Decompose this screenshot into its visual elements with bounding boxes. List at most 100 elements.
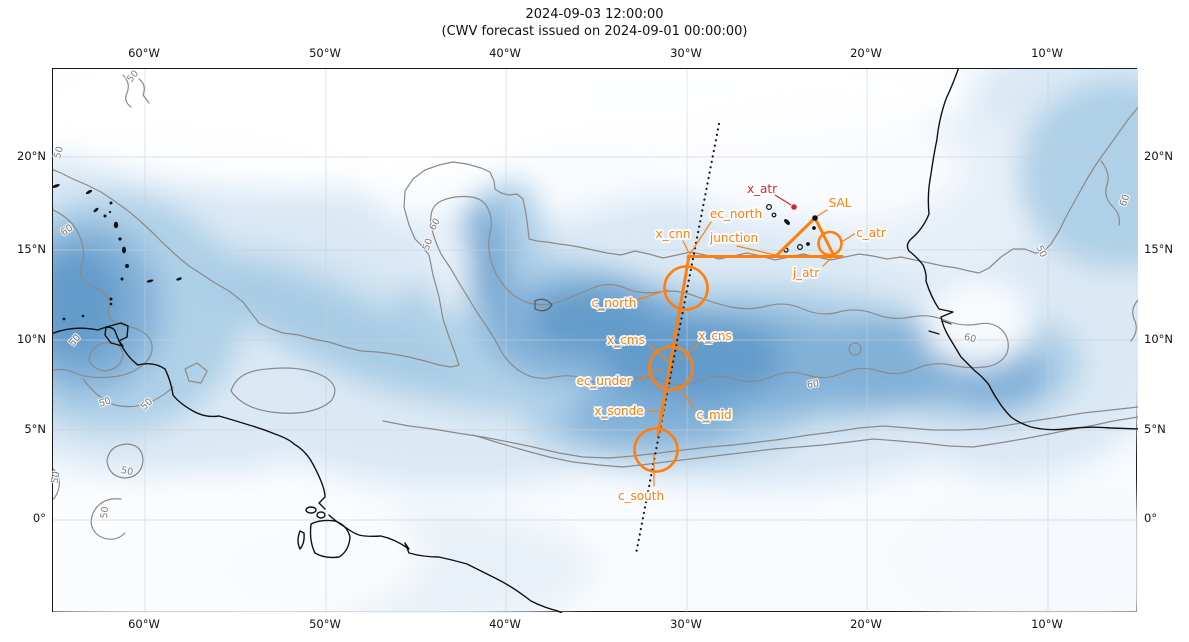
tick-right-10n: 10°N — [1144, 332, 1173, 346]
waypoint-label-junction: junction — [709, 231, 759, 245]
waypoint-label-c-south: c_south — [617, 489, 665, 503]
tick-bottom-40w: 40°W — [489, 617, 521, 631]
graticule-gridlines — [53, 69, 1138, 613]
leader-junction — [736, 245, 776, 256]
contour-islet-loop — [534, 298, 553, 312]
contour-60-west-lobe — [53, 209, 153, 379]
antilles-islands — [53, 184, 182, 321]
leader-j-atr — [822, 254, 835, 267]
waypoint-circle-c-north — [663, 265, 709, 311]
tick-top-30w: 30°W — [670, 46, 702, 60]
tick-bottom-10w: 10°W — [1031, 617, 1063, 631]
amazon-islet-1 — [305, 506, 317, 514]
tick-bottom-20w: 20°W — [850, 617, 882, 631]
cwv-field — [53, 69, 1138, 613]
sal-point-marker — [812, 215, 818, 221]
tick-left-5n: 5°N — [24, 422, 46, 436]
contour-50-topleft-fragment — [122, 74, 150, 108]
tick-left-15n: 15°N — [17, 242, 46, 256]
cape-verde-islands — [765, 204, 816, 253]
waypoint-label-c-mid: c_mid — [696, 408, 732, 422]
waypoint-label-ec-under: ec_under — [576, 374, 632, 388]
leader-x-cms — [648, 344, 675, 367]
waypoint-circle-c-atr — [817, 230, 843, 257]
island-trinidad — [104, 322, 129, 347]
leader-c-north — [636, 289, 668, 301]
waypoint-label-j-atr: j_atr — [792, 266, 820, 280]
contour-label-50-f: 50 — [120, 465, 134, 478]
map-plot: x_atr SAL ec_north x_cnn junction c_atr … — [49, 68, 1138, 613]
tick-right-20n: 20°N — [1144, 149, 1173, 163]
leader-c-atr — [842, 232, 857, 242]
contour-label-50-g: 50 — [99, 505, 112, 520]
coastlines — [53, 69, 1138, 613]
contour-label-60-c: 60 — [806, 378, 820, 391]
contour-50-south-upper — [382, 406, 1138, 459]
contour-50-edge-arc — [53, 467, 60, 501]
leader-x-cnn — [682, 240, 690, 254]
waypoint-circle-c-south — [633, 427, 679, 473]
contour-50-sw-loop-b — [106, 443, 144, 479]
x-atr-point-marker — [791, 204, 797, 210]
waypoint-label-c-atr: c_atr — [856, 226, 886, 240]
leader-c-mid — [677, 385, 695, 409]
waypoint-label-x-cnn: x_cnn — [655, 227, 691, 241]
waypoint-label-sal: SAL — [828, 196, 852, 210]
satellite-track-dotted-line — [634, 122, 721, 556]
island-marajo — [309, 519, 351, 559]
contour-label-50-h: 50 — [49, 470, 63, 485]
coast-africa — [906, 69, 1138, 431]
tick-right-15n: 15°N — [1144, 242, 1173, 256]
contour-60-west-loop — [184, 362, 208, 384]
waypoint-label-x-cms: x_cms — [607, 333, 645, 347]
flight-track — [633, 209, 857, 487]
contour-50-south-lower — [472, 416, 1138, 468]
contour-60-small-loop — [848, 342, 862, 356]
tick-bottom-50w: 50°W — [309, 617, 341, 631]
leader-sal — [815, 209, 828, 218]
amazon-islet-3 — [297, 530, 305, 550]
coast-south-america — [53, 326, 326, 510]
contour-60-ne-fragment — [1100, 160, 1120, 226]
leader-ec-north — [689, 221, 712, 255]
contour-right-edge-squiggle — [1130, 299, 1138, 342]
atr-annotation — [774, 194, 797, 210]
leader-ec-under — [638, 368, 662, 381]
leader-x-cns — [680, 341, 701, 361]
africa-river-dashes — [928, 320, 952, 335]
waypoint-label-ec-north: ec_north — [709, 207, 763, 221]
contour-50-sw-blob — [230, 367, 336, 414]
tick-right-5n: 5°N — [1144, 422, 1166, 436]
tick-left-0: 0° — [32, 511, 46, 525]
cwv-contours — [53, 74, 1138, 540]
contour-50-sw-loop-a — [88, 342, 124, 372]
tick-top-40w: 40°W — [489, 46, 521, 60]
track-leg-triangle-right — [813, 216, 835, 256]
figure-title-forecast-info: (CWV forecast issued on 2024-09-01 00:00… — [441, 24, 748, 39]
tick-left-20n: 20°N — [17, 149, 46, 163]
leader-x-atr — [774, 194, 792, 206]
tick-left-10n: 10°N — [17, 332, 46, 346]
tick-bottom-30w: 30°W — [670, 617, 702, 631]
amazon-islet-2 — [316, 511, 326, 519]
waypoint-label-x-atr: x_atr — [746, 182, 778, 196]
tick-right-0: 0° — [1144, 511, 1158, 525]
coast-brazil-east — [328, 514, 564, 613]
tick-top-10w: 10°W — [1031, 46, 1063, 60]
figure-title-datetime: 2024-09-03 12:00:00 — [525, 7, 664, 22]
contour-60-core — [430, 195, 1009, 386]
contour-50-sw-arc-c — [90, 498, 126, 540]
contour-50-main — [53, 106, 1138, 368]
track-leg-triangle-left — [774, 216, 817, 258]
contour-50-sw-arc — [82, 378, 174, 408]
tick-top-60w: 60°W — [128, 46, 160, 60]
waypoint-circle-c-mid — [648, 345, 694, 391]
waypoint-label-x-cns: x_cns — [698, 329, 732, 343]
waypoint-label-x-sonde: x_sonde — [594, 404, 644, 418]
tick-top-50w: 50°W — [309, 46, 341, 60]
waypoint-label-c-north: c_north — [591, 296, 637, 310]
map-canvas — [53, 69, 1138, 613]
tick-bottom-60w: 60°W — [128, 617, 160, 631]
tick-top-20w: 20°W — [850, 46, 882, 60]
